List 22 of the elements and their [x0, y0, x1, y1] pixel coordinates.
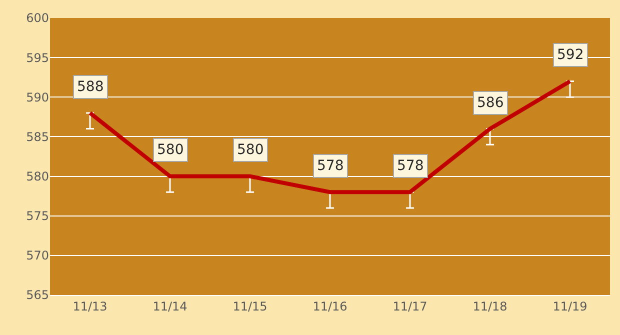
x-tick-label: 11/15 — [232, 299, 268, 314]
x-tick-label: 11/19 — [552, 299, 588, 314]
data-label: 580 — [157, 142, 184, 158]
x-tick-label: 11/17 — [392, 299, 428, 314]
x-tick-label: 11/13 — [72, 299, 108, 314]
data-label: 592 — [557, 47, 584, 63]
data-label: 578 — [397, 158, 424, 174]
x-tick-label: 11/16 — [312, 299, 348, 314]
data-label: 586 — [477, 95, 504, 111]
data-label: 578 — [317, 158, 344, 174]
y-tick-label: 570 — [26, 248, 49, 263]
y-tick-label: 575 — [26, 209, 49, 224]
x-tick-label: 11/18 — [472, 299, 508, 314]
y-tick-label: 585 — [26, 130, 49, 144]
x-tick-label: 11/14 — [152, 299, 188, 314]
data-label: 580 — [237, 142, 264, 158]
y-tick-label: 580 — [26, 169, 49, 184]
y-tick-label: 590 — [26, 90, 49, 104]
y-tick-label: 600 — [26, 11, 49, 26]
y-tick-label: 595 — [26, 50, 49, 65]
data-label: 588 — [77, 79, 104, 95]
y-tick-label: 565 — [26, 288, 49, 302]
